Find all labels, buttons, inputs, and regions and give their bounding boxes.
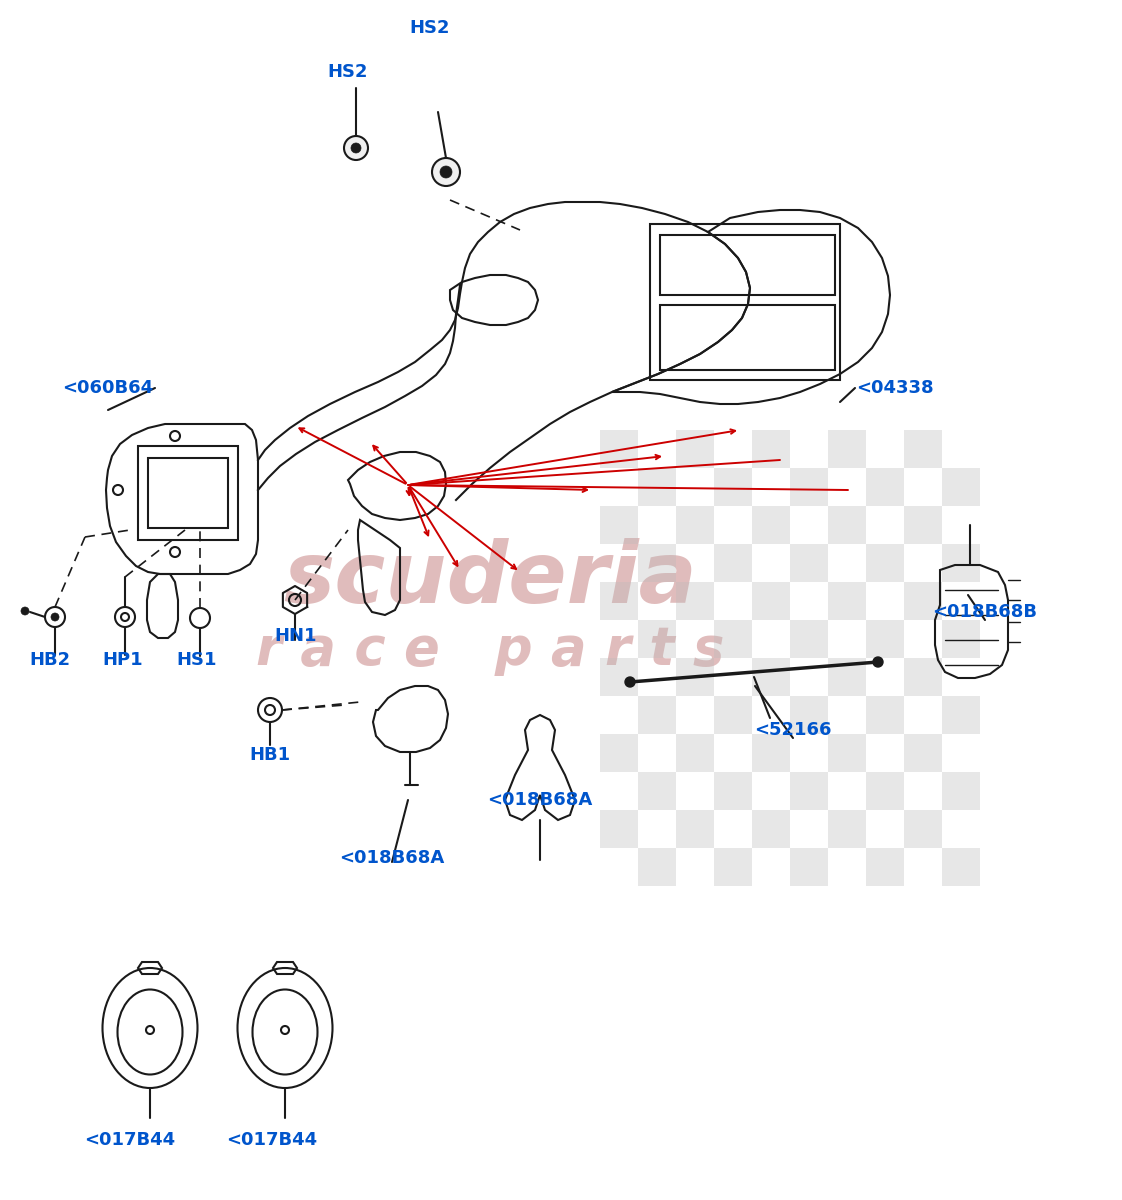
Bar: [790, 848, 828, 886]
Bar: [600, 506, 638, 544]
Text: <017B44: <017B44: [84, 1130, 175, 1150]
Text: HP1: HP1: [103, 650, 144, 670]
Bar: [638, 544, 675, 582]
Text: <52166: <52166: [754, 721, 831, 739]
Bar: [714, 848, 752, 886]
Bar: [790, 620, 828, 658]
Bar: [904, 658, 942, 696]
Bar: [675, 810, 714, 848]
Bar: [714, 620, 752, 658]
Bar: [828, 734, 866, 772]
Bar: [942, 620, 980, 658]
Circle shape: [873, 658, 883, 667]
Bar: [600, 734, 638, 772]
Bar: [675, 734, 714, 772]
Bar: [675, 430, 714, 468]
Bar: [904, 734, 942, 772]
Bar: [790, 468, 828, 506]
Text: HB1: HB1: [249, 746, 291, 764]
Bar: [752, 582, 790, 620]
Bar: [714, 772, 752, 810]
Bar: [790, 772, 828, 810]
Text: HS2: HS2: [328, 62, 368, 80]
Bar: [866, 696, 904, 734]
Bar: [866, 544, 904, 582]
Circle shape: [432, 158, 460, 186]
Bar: [942, 544, 980, 582]
Bar: [866, 620, 904, 658]
Bar: [638, 772, 675, 810]
Bar: [828, 506, 866, 544]
Text: HS1: HS1: [177, 650, 218, 670]
Bar: [752, 506, 790, 544]
Bar: [828, 658, 866, 696]
Bar: [904, 506, 942, 544]
Bar: [790, 544, 828, 582]
Bar: [942, 772, 980, 810]
Bar: [904, 430, 942, 468]
Circle shape: [21, 607, 29, 614]
Circle shape: [344, 136, 368, 160]
Circle shape: [258, 698, 282, 722]
Bar: [638, 848, 675, 886]
Circle shape: [114, 607, 135, 626]
Bar: [828, 810, 866, 848]
Bar: [638, 696, 675, 734]
Bar: [828, 430, 866, 468]
Bar: [675, 582, 714, 620]
Bar: [866, 848, 904, 886]
Text: <018B68B: <018B68B: [932, 602, 1038, 622]
Bar: [942, 696, 980, 734]
Bar: [790, 696, 828, 734]
Bar: [638, 468, 675, 506]
Bar: [752, 734, 790, 772]
Bar: [942, 468, 980, 506]
Bar: [942, 848, 980, 886]
Bar: [675, 506, 714, 544]
Circle shape: [625, 677, 635, 686]
Bar: [866, 772, 904, 810]
Circle shape: [265, 704, 275, 715]
Bar: [600, 658, 638, 696]
Bar: [600, 430, 638, 468]
Text: <04338: <04338: [856, 379, 934, 397]
Text: HS2: HS2: [410, 19, 450, 37]
Circle shape: [440, 166, 452, 178]
Bar: [904, 582, 942, 620]
Text: <018B68A: <018B68A: [487, 791, 592, 809]
Text: <017B44: <017B44: [227, 1130, 318, 1150]
Bar: [714, 544, 752, 582]
Bar: [638, 620, 675, 658]
Circle shape: [351, 143, 361, 152]
Bar: [714, 696, 752, 734]
Circle shape: [50, 613, 59, 622]
Bar: [714, 468, 752, 506]
Text: <018B68A: <018B68A: [339, 850, 444, 866]
Text: scuderia: scuderia: [283, 539, 697, 622]
Text: r a c e   p a r t s: r a c e p a r t s: [256, 624, 724, 676]
Text: HB2: HB2: [29, 650, 71, 670]
Bar: [600, 810, 638, 848]
Circle shape: [190, 608, 210, 628]
Text: HN1: HN1: [275, 626, 318, 646]
Circle shape: [45, 607, 65, 626]
Bar: [752, 430, 790, 468]
Bar: [600, 582, 638, 620]
Bar: [904, 810, 942, 848]
Bar: [675, 658, 714, 696]
Bar: [752, 810, 790, 848]
Text: <060B64: <060B64: [63, 379, 154, 397]
Bar: [752, 658, 790, 696]
Bar: [866, 468, 904, 506]
Bar: [828, 582, 866, 620]
